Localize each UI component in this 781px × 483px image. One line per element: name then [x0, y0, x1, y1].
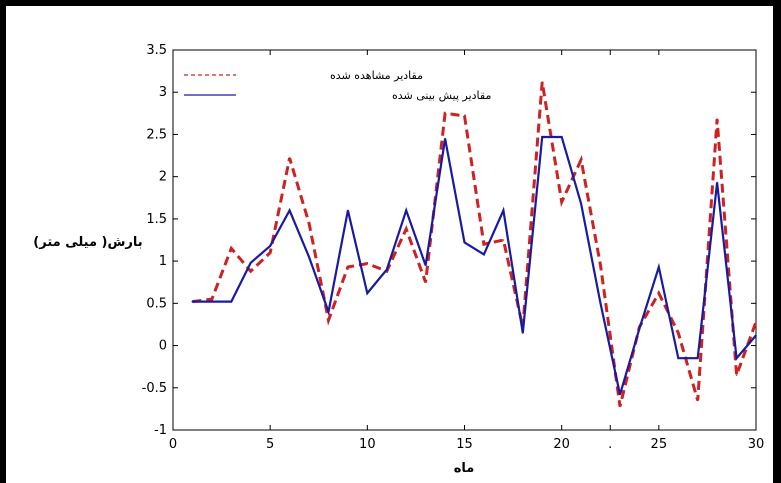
data-point-observed	[463, 115, 466, 117]
data-point-observed	[580, 159, 582, 161]
data-point-predicted	[386, 268, 388, 271]
data-point-observed	[230, 247, 233, 250]
data-point-predicted	[522, 332, 524, 334]
y-tick-label: 0	[159, 339, 167, 354]
data-point-predicted	[638, 327, 641, 330]
data-point-observed	[677, 332, 680, 334]
data-point-predicted	[483, 253, 485, 256]
data-point-predicted	[599, 302, 602, 305]
data-point-observed	[211, 298, 213, 300]
y-tick-label: 0.5	[146, 296, 167, 311]
data-point-predicted	[347, 209, 349, 212]
data-point-predicted	[308, 256, 310, 258]
data-point-predicted	[366, 292, 369, 295]
data-point-observed	[444, 112, 446, 115]
y-tick-label: 2	[159, 170, 167, 185]
data-point-observed	[502, 239, 505, 241]
x-tick-label: 0	[169, 437, 177, 452]
data-point-predicted	[735, 357, 738, 360]
data-point-observed	[308, 222, 310, 224]
legend-label-predicted: مقادیر پیش بینی شده	[392, 89, 491, 102]
legend: مقادیر مشاهده شده مقادیر پیش بینی شده	[184, 69, 491, 102]
data-point-predicted	[191, 300, 194, 303]
data-point-observed	[599, 264, 602, 267]
x-tick-label: .	[608, 437, 612, 452]
data-point-observed	[347, 266, 349, 268]
y-tick-label: 3	[159, 85, 167, 100]
data-point-predicted	[405, 209, 408, 212]
data-point-observed	[288, 157, 291, 159]
data-point-observed	[424, 281, 427, 284]
x-tick-label: 25	[651, 437, 668, 452]
data-point-predicted	[580, 202, 582, 205]
data-point-observed	[483, 243, 485, 245]
data-point-observed	[619, 405, 621, 408]
data-point-predicted	[502, 209, 505, 212]
x-tick-label: 15	[456, 437, 473, 452]
x-tick-label: 20	[553, 437, 570, 452]
y-tick-label: -1	[154, 423, 167, 438]
data-point-observed	[541, 81, 543, 83]
data-point-observed	[560, 201, 563, 203]
data-point-observed	[755, 321, 757, 323]
data-point-predicted	[269, 245, 272, 247]
data-point-predicted	[560, 136, 563, 138]
data-point-predicted	[716, 181, 718, 184]
data-point-predicted	[755, 334, 757, 337]
data-point-predicted	[327, 311, 330, 313]
x-tick-label: 5	[266, 437, 274, 452]
data-point-observed	[735, 374, 738, 376]
data-point-predicted	[424, 264, 427, 267]
y-tick-label: -0.5	[142, 381, 167, 396]
data-point-observed	[249, 270, 252, 273]
y-axis-label: بارش( میلی متر)	[33, 235, 142, 250]
data-point-predicted	[696, 357, 699, 360]
data-point-predicted	[658, 266, 660, 268]
y-tick-label: 3.5	[146, 43, 167, 58]
y-tick-label: 1	[159, 254, 167, 269]
data-point-predicted	[463, 241, 466, 244]
legend-label-observed: مقادیر مشاهده شده	[330, 69, 423, 82]
data-point-predicted	[249, 262, 252, 264]
data-point-predicted	[211, 300, 213, 303]
data-point-observed	[366, 262, 369, 265]
data-point-predicted	[541, 136, 543, 138]
y-tick-label: 1.5	[146, 212, 167, 227]
series-layer	[191, 81, 758, 408]
data-point-predicted	[230, 300, 233, 303]
data-point-predicted	[677, 357, 680, 360]
data-point-observed	[327, 319, 330, 322]
series-line-predicted	[192, 135, 757, 395]
data-point-predicted	[619, 393, 621, 396]
x-tick-label: 10	[359, 437, 376, 452]
data-point-observed	[658, 292, 660, 295]
y-tick-label: 2.5	[146, 127, 167, 142]
x-tick-label: 30	[748, 437, 765, 452]
series-line-observed	[192, 81, 758, 407]
data-point-predicted	[288, 209, 291, 212]
data-point-observed	[269, 251, 272, 254]
data-point-observed	[696, 399, 699, 402]
data-point-predicted	[444, 137, 446, 140]
x-axis-label: ماه	[454, 461, 475, 476]
data-point-observed	[405, 228, 408, 230]
data-point-observed	[716, 118, 718, 120]
axis-ticks: 0 5 10 15 20. 25 30 -1 -0.5 0 0.5 1 1.5 2 2.5 3 3.5	[142, 43, 765, 452]
